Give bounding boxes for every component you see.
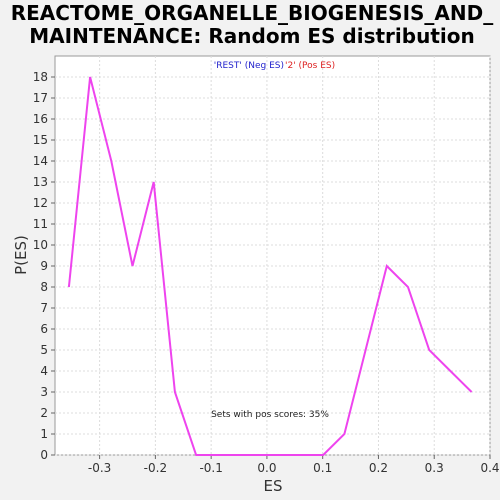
y-tick-label: 18 [33,70,48,84]
y-tick-label: 0 [40,448,48,462]
legend-rest-label: 'REST' (Neg ES) [214,61,284,71]
y-tick-label: 16 [33,112,48,126]
x-tick-label: 0.3 [425,461,444,475]
y-tick-label: 15 [33,133,48,147]
y-axis-label: P(ES) [12,235,30,275]
chart-title-line-1: REACTOME_ORGANELLE_BIOGENESIS_AND_ [11,1,494,25]
grid [55,56,491,456]
series-layer [67,76,473,456]
series-line [67,76,473,456]
y-tick-label: 8 [40,280,48,294]
x-axis-ticks: -0.3 -0.2 -0.1 0.0 0.1 0.2 0.3 0.4 [88,455,500,475]
y-tick-label: 10 [33,238,48,252]
y-tick-label: 4 [40,364,48,378]
y-tick-label: 6 [40,322,48,336]
x-axis-label: ES [264,477,283,495]
y-tick-label: 14 [33,154,48,168]
y-tick-label: 9 [40,259,48,273]
y-tick-label: 2 [40,406,48,420]
x-tick-label: -0.2 [144,461,167,475]
x-tick-label: -0.1 [199,461,222,475]
y-tick-label: 1 [40,427,48,441]
chart-title-line-2: MAINTENANCE: Random ES distribution [29,24,474,48]
legend-pos-label: '2' (Pos ES) [285,61,335,71]
plot-area [54,55,491,456]
y-tick-label: 3 [40,385,48,399]
y-tick-label: 13 [33,175,48,189]
x-tick-label: 0.1 [313,461,332,475]
x-tick-label: 0.4 [480,461,499,475]
pos-scores-annotation: Sets with pos scores: 35% [211,410,329,420]
x-tick-label: 0.0 [257,461,276,475]
x-tick-label: 0.2 [369,461,388,475]
y-tick-label: 11 [33,217,48,231]
y-tick-label: 7 [40,301,48,315]
y-tick-label: 12 [33,196,48,210]
x-tick-label: -0.3 [88,461,111,475]
y-tick-label: 5 [40,343,48,357]
y-tick-label: 17 [33,91,48,105]
